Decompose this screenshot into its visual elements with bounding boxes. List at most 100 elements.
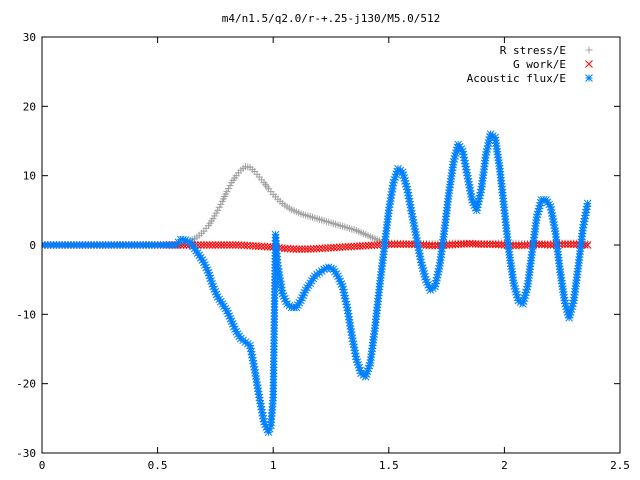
data-point <box>364 241 373 250</box>
legend-marker <box>585 46 593 54</box>
data-point <box>298 245 306 254</box>
data-point <box>234 241 243 249</box>
data-point <box>252 242 260 250</box>
data-point <box>309 244 318 253</box>
data-point <box>431 241 439 250</box>
data-point <box>405 240 413 249</box>
data-point <box>462 239 471 248</box>
data-point <box>283 244 292 253</box>
data-point <box>460 240 468 248</box>
data-point <box>410 225 419 233</box>
data-point <box>240 241 249 250</box>
data-point <box>225 241 234 249</box>
data-point <box>327 243 335 252</box>
plot-frame <box>41 36 621 454</box>
data-point <box>486 240 494 249</box>
data-point <box>217 200 225 208</box>
plot-marks <box>42 130 592 437</box>
data-point <box>286 244 295 253</box>
data-point <box>208 241 217 249</box>
data-point <box>356 242 364 250</box>
data-point <box>312 244 321 253</box>
data-point <box>341 243 350 251</box>
data-point <box>332 243 341 252</box>
data-point <box>408 240 416 249</box>
data-point <box>488 240 497 249</box>
data-point <box>225 185 233 193</box>
data-point <box>396 240 405 249</box>
data-point <box>254 242 263 251</box>
data-point <box>512 241 520 250</box>
data-point <box>306 245 315 253</box>
data-point <box>471 240 480 248</box>
data-point <box>301 245 309 254</box>
data-point <box>543 240 552 249</box>
data-point <box>295 245 304 254</box>
data-point <box>541 240 549 249</box>
data-point <box>205 241 214 249</box>
data-point <box>246 241 254 250</box>
data-point <box>214 241 223 249</box>
y-tick-label: 10 <box>23 170 36 183</box>
chart-title: m4/n1.5/q2.0/r-+.25-j130/M5.0/512 <box>222 12 441 25</box>
x-tick-label: 0.5 <box>148 459 168 472</box>
data-point <box>404 188 412 197</box>
data-point <box>197 241 205 249</box>
data-point <box>497 240 506 249</box>
series-2 <box>42 130 592 437</box>
data-point <box>517 241 526 250</box>
legend-marker <box>585 74 593 82</box>
data-point <box>243 241 252 250</box>
data-point <box>289 245 298 253</box>
data-point <box>324 244 332 252</box>
data-point <box>433 270 442 279</box>
data-point <box>422 241 431 250</box>
data-point <box>228 241 237 249</box>
data-point <box>330 243 338 252</box>
data-point <box>303 283 311 292</box>
data-point <box>249 242 257 250</box>
legend-marker <box>585 60 593 68</box>
data-point <box>211 241 220 249</box>
data-point <box>226 182 234 190</box>
data-point <box>315 244 324 253</box>
x-tick-label: 2 <box>501 459 508 472</box>
data-point <box>231 241 240 249</box>
y-tick-label: 0 <box>29 239 36 252</box>
data-point <box>335 243 344 252</box>
data-point <box>202 241 211 249</box>
x-tick-label: 1.5 <box>379 459 399 472</box>
data-point <box>350 343 358 352</box>
data-point <box>384 206 393 215</box>
data-point <box>451 240 460 249</box>
data-point <box>584 240 592 248</box>
data-point <box>215 203 223 211</box>
data-point <box>388 187 396 196</box>
data-point <box>483 240 491 249</box>
data-point <box>321 244 330 252</box>
data-point <box>465 239 474 248</box>
data-point <box>199 241 208 249</box>
data-point <box>344 242 353 251</box>
data-point <box>512 287 520 296</box>
data-point <box>419 267 428 275</box>
data-point <box>350 242 358 251</box>
x-ticks: 0 0.5 1 1.5 2 2.5 <box>39 37 630 472</box>
data-point <box>445 240 454 249</box>
data-point <box>292 245 301 254</box>
data-point <box>402 240 410 249</box>
data-point <box>538 240 546 249</box>
data-point <box>520 241 529 250</box>
data-point <box>318 244 327 253</box>
data-point <box>257 242 266 251</box>
data-point <box>373 241 382 249</box>
x-tick-label: 0 <box>39 459 46 472</box>
data-point <box>280 244 289 253</box>
data-point <box>393 240 402 249</box>
y-tick-label: 30 <box>23 31 36 44</box>
data-point <box>361 241 370 250</box>
data-point <box>223 241 231 249</box>
data-point <box>418 261 426 270</box>
data-point <box>583 199 592 208</box>
